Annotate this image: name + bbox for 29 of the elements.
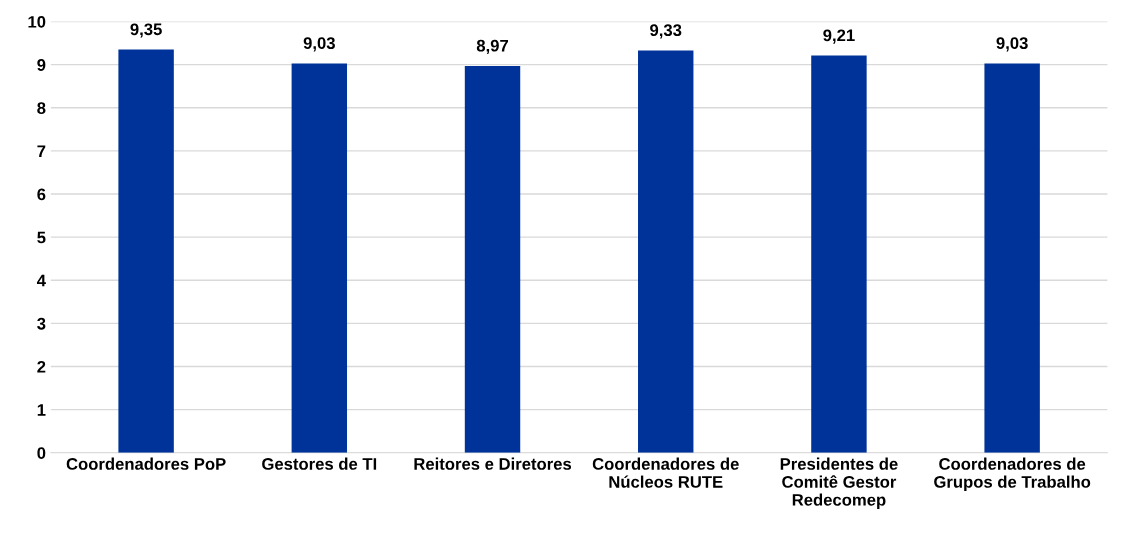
x-tick-label: Presidentes de Comitê Gestor Redecomep <box>780 457 898 510</box>
bar <box>811 55 867 453</box>
data-label: 9,33 <box>650 24 682 39</box>
y-tick-label: 9 <box>37 59 46 71</box>
y-tick-label: 8 <box>37 102 46 114</box>
bar <box>118 49 174 453</box>
y-tick-label: 2 <box>37 360 46 373</box>
bar <box>638 50 694 453</box>
x-tick-label: Coordenadores PoP <box>66 457 226 470</box>
data-label: 9,21 <box>823 29 855 44</box>
y-tick-label: 5 <box>37 231 46 244</box>
data-label: 9,03 <box>996 37 1028 52</box>
y-tick-label: 6 <box>37 188 46 201</box>
y-tick-label: 1 <box>37 404 46 416</box>
data-label: 9,03 <box>303 37 335 52</box>
bar <box>984 63 1040 453</box>
x-tick-label: Coordenadores de Núcleos RUTE <box>592 457 739 488</box>
y-tick-label: 7 <box>37 145 46 157</box>
y-tick-label: 3 <box>37 317 46 330</box>
x-tick-label: Reitores e Diretores <box>414 457 572 470</box>
bar <box>291 63 348 453</box>
x-tick-label: Coordenadores de Grupos de Trabalho <box>934 457 1091 492</box>
data-label: 9,35 <box>130 23 162 38</box>
y-tick-label: 0 <box>37 447 46 459</box>
y-tick-label: 10 <box>28 15 46 28</box>
data-label: 8,97 <box>476 39 509 54</box>
x-tick-label: Gestores de TI <box>262 457 377 470</box>
bar <box>464 65 521 453</box>
y-tick-label: 4 <box>36 274 46 287</box>
